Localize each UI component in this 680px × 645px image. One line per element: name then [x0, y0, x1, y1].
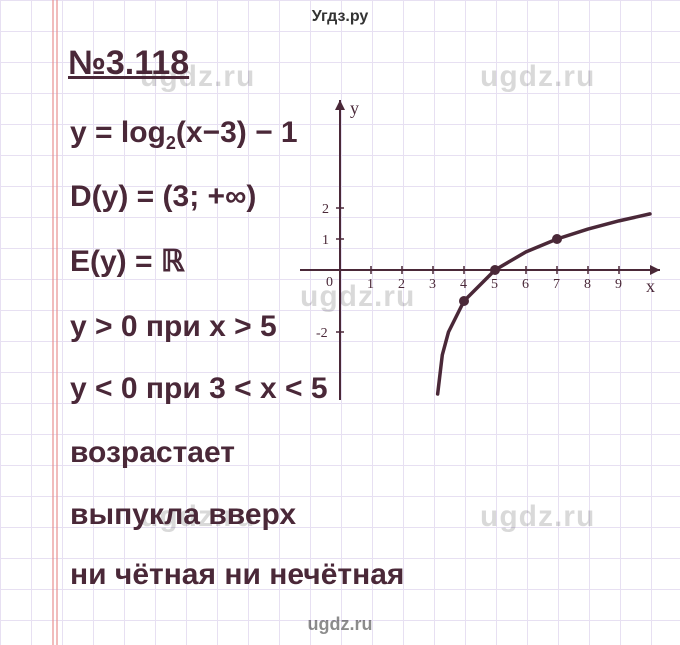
equation-rest: (x−3) − 1 [176, 116, 298, 149]
equation-prefix: y = log [70, 116, 166, 149]
svg-text:4: 4 [460, 277, 467, 292]
footer-watermark: ugdz.ru [308, 614, 373, 635]
watermark: ugdz.ru [480, 500, 595, 534]
svg-text:1: 1 [322, 233, 329, 248]
svg-text:0: 0 [326, 275, 333, 290]
problem-number: №3.118 [68, 44, 189, 83]
negative-text: y < 0 при 3 < x < 5 [70, 372, 328, 406]
equation: y = log2(x−3) − 1 [70, 116, 298, 154]
svg-text:9: 9 [615, 277, 622, 292]
svg-text:2: 2 [398, 277, 405, 292]
svg-text:5: 5 [491, 277, 498, 292]
svg-text:8: 8 [584, 277, 591, 292]
convex-text: выпукла вверх [70, 498, 296, 532]
svg-text:7: 7 [553, 277, 560, 292]
function-chart: y x 0 1 2 3 4 5 6 7 8 9 1 2 -2 [300, 100, 660, 400]
range-text: E(y) = ℝ [70, 244, 185, 279]
domain-text: D(y) = (3; +∞) [70, 180, 256, 214]
svg-text:1: 1 [367, 277, 374, 292]
svg-text:3: 3 [429, 277, 436, 292]
svg-text:-2: -2 [316, 326, 328, 341]
margin-line [56, 0, 58, 645]
svg-text:6: 6 [522, 277, 529, 292]
increasing-text: возрастает [70, 436, 235, 470]
positive-text: y > 0 при x > 5 [70, 310, 277, 344]
header-watermark: Угдз.ру [312, 8, 369, 26]
svg-text:2: 2 [322, 202, 329, 217]
watermark: ugdz.ru [480, 60, 595, 94]
parity-text: ни чётная ни нечётная [70, 558, 404, 592]
svg-text:y: y [350, 100, 359, 118]
margin-line [52, 0, 54, 645]
svg-text:x: x [646, 276, 655, 296]
equation-base: 2 [166, 133, 176, 153]
